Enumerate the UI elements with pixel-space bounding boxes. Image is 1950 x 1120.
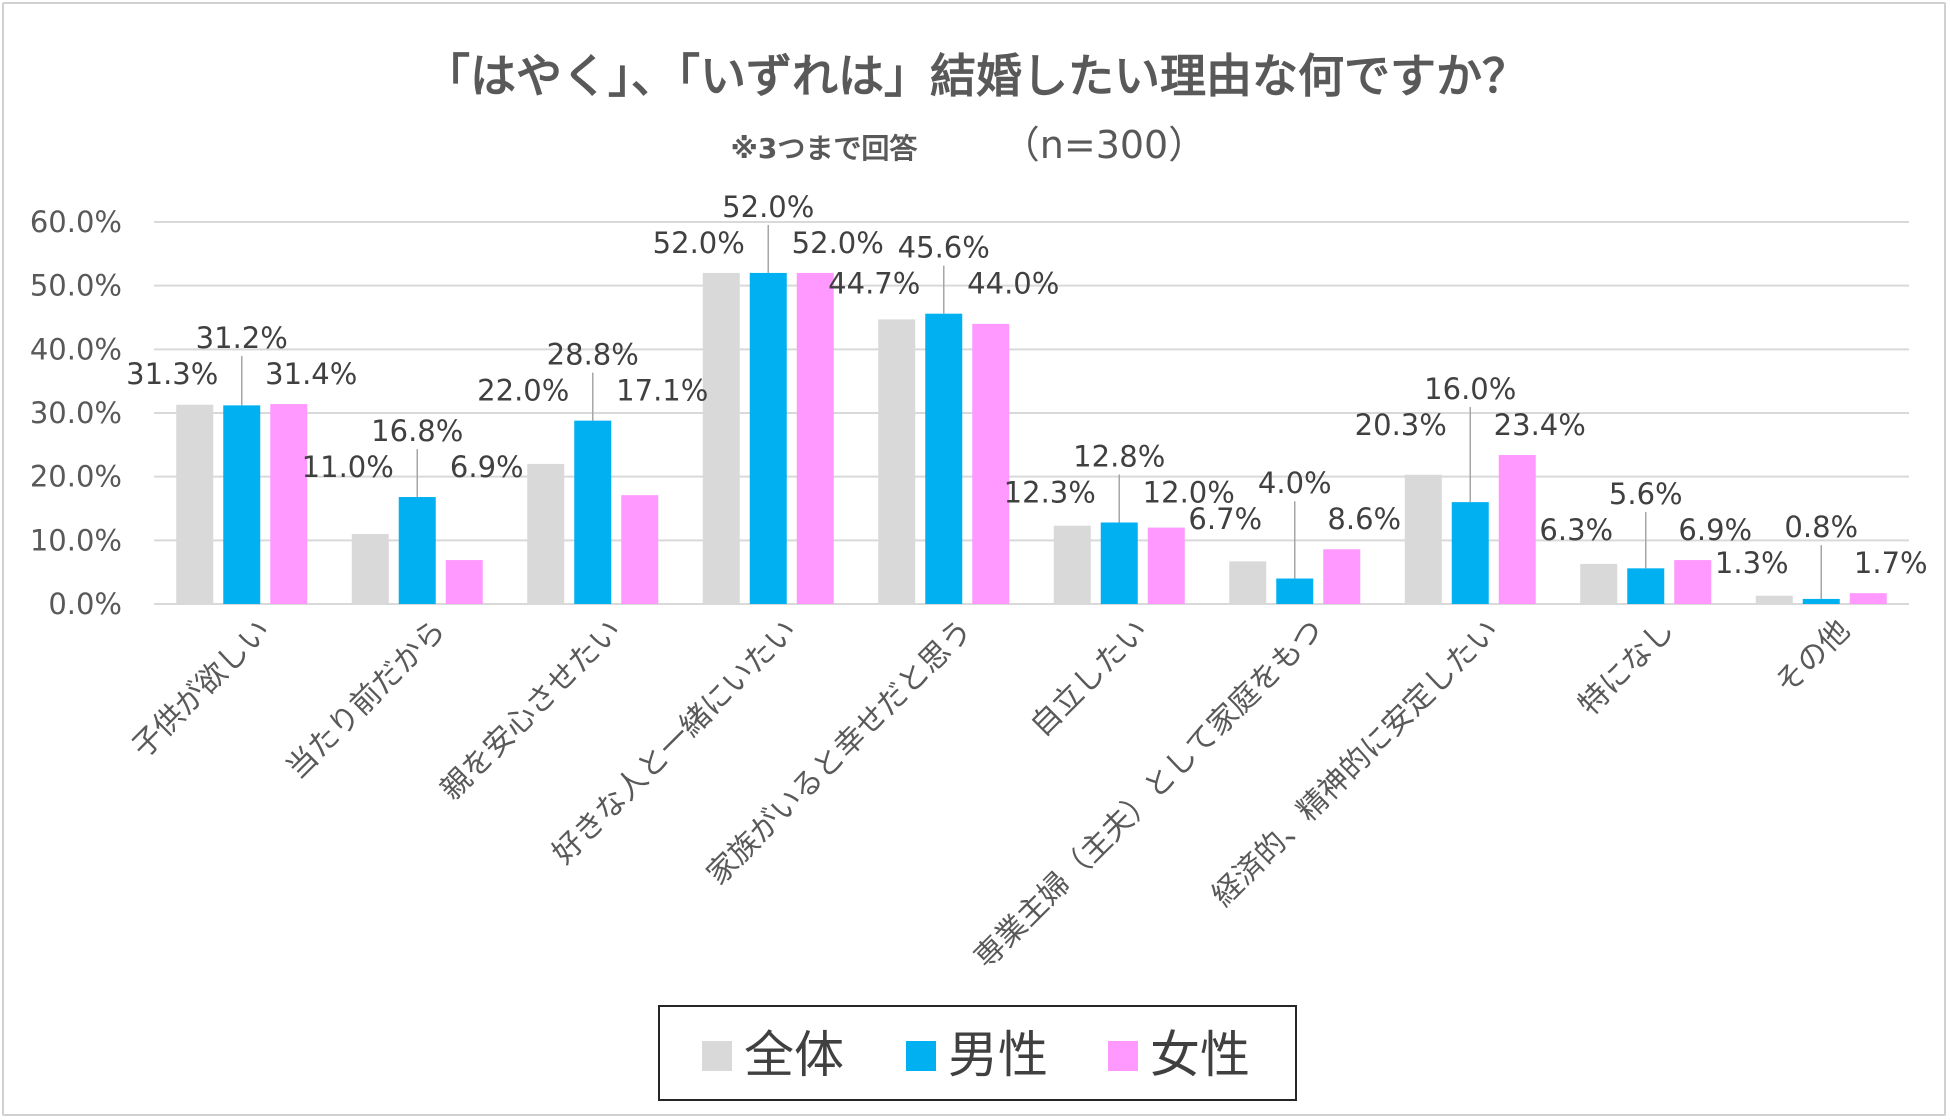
bar-女性-2 <box>621 495 659 604</box>
data-label-男性-9: 0.8% <box>1784 510 1858 544</box>
bar-女性-9 <box>1849 593 1887 604</box>
bars <box>176 272 1887 604</box>
data-label-男性-8: 5.6% <box>1609 477 1683 511</box>
bar-女性-1 <box>445 560 483 604</box>
y-tick-label: 10.0% <box>30 523 122 557</box>
bar-女性-7 <box>1498 455 1536 604</box>
bar-男性-1 <box>398 497 436 604</box>
bar-全体-4 <box>878 319 916 604</box>
y-tick-label: 60.0% <box>30 205 122 239</box>
gridlines <box>154 221 1909 605</box>
data-label-男性-3: 52.0% <box>722 190 814 224</box>
bar-全体-1 <box>351 533 389 604</box>
x-tick-label: 経済的、精神的に安定したい <box>1205 613 1506 914</box>
y-tick-label: 50.0% <box>30 269 122 303</box>
legend-label-全体: 全体 <box>744 1026 844 1084</box>
bar-全体-8 <box>1580 563 1618 604</box>
x-tick-label: 当たり前だから <box>280 613 453 786</box>
data-label-女性-5: 12.0% <box>1143 476 1235 510</box>
data-label-全体-4: 44.7% <box>828 267 920 301</box>
x-tick-label: 特になし <box>1572 613 1682 723</box>
y-tick-label: 30.0% <box>30 396 122 430</box>
bar-女性-8 <box>1674 560 1712 604</box>
bar-男性-7 <box>1451 502 1489 604</box>
legend-box <box>658 1005 1297 1101</box>
y-axis-ticks: 0.0% 10.0% 20.0% 30.0% 40.0% 50.0% 60.0% <box>30 205 122 621</box>
legend: 全体 男性 女性 <box>658 1005 1297 1101</box>
legend-label-男性: 男性 <box>948 1026 1048 1084</box>
bar-chart: 「はやく」、「いずれは」結婚したい理由な何ですか？ ※3つまで回答 （n=300… <box>30 49 1928 1101</box>
bar-男性-5 <box>1100 522 1138 604</box>
bar-女性-4 <box>972 323 1010 604</box>
bar-女性-3 <box>796 272 834 604</box>
bar-男性-0 <box>223 405 261 604</box>
chart-title: 「はやく」、「いずれは」結婚したい理由な何ですか？ <box>424 49 1528 103</box>
data-label-男性-4: 45.6% <box>898 231 990 265</box>
chart-subtitle-note: ※3つまで回答 <box>731 132 919 165</box>
x-axis-ticks: 子供が欲しい 当たり前だから親を安心させたい好きな人と一緒にいたい家族がいると幸せ… <box>125 613 1857 976</box>
x-tick-label: 自立したい <box>1024 613 1155 744</box>
x-tick-label: 親を安心させたい <box>434 613 628 807</box>
data-label-女性-8: 6.9% <box>1678 513 1752 547</box>
bar-男性-2 <box>574 420 612 604</box>
legend-swatch-男性 <box>906 1041 936 1071</box>
data-label-女性-0: 31.4% <box>265 357 357 391</box>
bar-全体-7 <box>1404 474 1442 604</box>
bar-全体-9 <box>1755 595 1793 604</box>
legend-swatch-女性 <box>1108 1041 1138 1071</box>
y-tick-label: 40.0% <box>30 332 122 366</box>
data-label-全体-0: 31.3% <box>126 357 218 391</box>
data-labels: 31.3%31.2%31.4%11.0%16.8%6.9%22.0%28.8%1… <box>126 190 1927 580</box>
bar-男性-3 <box>749 272 787 604</box>
bar-女性-5 <box>1147 527 1185 604</box>
data-label-女性-4: 44.0% <box>967 267 1059 301</box>
bar-女性-6 <box>1323 549 1361 604</box>
data-label-全体-9: 1.3% <box>1715 546 1789 580</box>
label-leaders <box>241 224 1822 599</box>
bar-男性-4 <box>925 313 963 604</box>
data-label-女性-6: 8.6% <box>1327 502 1401 536</box>
y-tick-label: 0.0% <box>48 587 122 621</box>
chart-subtitle-n: （n=300） <box>1002 123 1206 167</box>
data-label-全体-3: 52.0% <box>653 226 745 260</box>
bar-全体-5 <box>1053 525 1091 604</box>
data-label-全体-6: 6.7% <box>1188 502 1262 536</box>
data-label-全体-8: 6.3% <box>1539 513 1613 547</box>
data-label-全体-5: 12.3% <box>1004 476 1096 510</box>
x-tick-label: 専業主婦（主夫）として家庭をもつ <box>968 613 1331 976</box>
data-label-全体-7: 20.3% <box>1355 408 1447 442</box>
bar-男性-8 <box>1627 568 1665 604</box>
bar-女性-0 <box>270 404 308 604</box>
data-label-全体-1: 11.0% <box>302 450 394 484</box>
bar-男性-9 <box>1802 598 1840 604</box>
data-label-男性-1: 16.8% <box>371 414 463 448</box>
data-label-女性-2: 17.1% <box>616 374 708 408</box>
x-tick-label: 子供が欲しい <box>125 613 277 765</box>
bar-全体-3 <box>702 272 740 604</box>
bar-全体-6 <box>1229 561 1267 604</box>
data-label-女性-1: 6.9% <box>450 450 524 484</box>
bar-全体-2 <box>527 463 565 604</box>
data-label-女性-7: 23.4% <box>1494 408 1586 442</box>
data-label-女性-3: 52.0% <box>792 226 884 260</box>
data-label-男性-0: 31.2% <box>196 321 288 355</box>
data-label-女性-9: 1.7% <box>1854 546 1928 580</box>
bar-男性-6 <box>1276 578 1314 604</box>
data-label-男性-7: 16.0% <box>1424 372 1516 406</box>
x-tick-label: その他 <box>1769 613 1857 701</box>
y-tick-label: 20.0% <box>30 460 122 494</box>
bar-全体-0 <box>176 404 214 604</box>
data-label-男性-2: 28.8% <box>547 338 639 372</box>
data-label-男性-5: 12.8% <box>1073 440 1165 474</box>
legend-swatch-全体 <box>702 1041 732 1071</box>
data-label-男性-6: 4.0% <box>1258 466 1332 500</box>
data-label-全体-2: 22.0% <box>477 374 569 408</box>
legend-label-女性: 女性 <box>1150 1026 1250 1084</box>
